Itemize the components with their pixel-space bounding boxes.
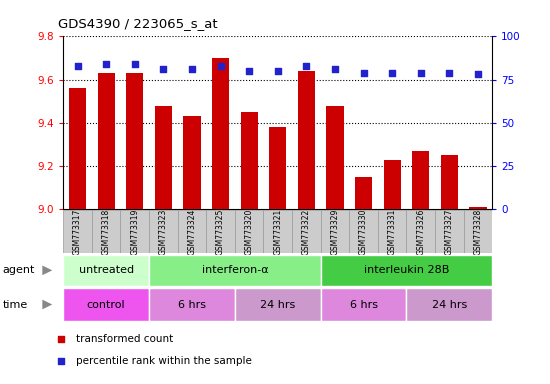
Bar	[183, 116, 201, 209]
Bar	[212, 58, 229, 209]
Bar	[120, 210, 149, 253]
Point	[245, 68, 254, 74]
Point	[159, 66, 168, 73]
Text: GSM773323: GSM773323	[159, 209, 168, 255]
Text: 6 hrs: 6 hrs	[178, 300, 206, 310]
Bar	[441, 155, 458, 209]
Text: interferon-α: interferon-α	[201, 265, 268, 275]
Bar	[178, 210, 206, 253]
Point	[273, 68, 282, 74]
Point	[388, 70, 397, 76]
Text: 6 hrs: 6 hrs	[350, 300, 377, 310]
Text: GSM773330: GSM773330	[359, 209, 368, 255]
Text: GSM773327: GSM773327	[445, 209, 454, 255]
Text: GDS4390 / 223065_s_at: GDS4390 / 223065_s_at	[58, 17, 217, 30]
Bar	[97, 73, 115, 209]
Bar	[263, 210, 292, 253]
Text: GSM773322: GSM773322	[302, 209, 311, 255]
Bar	[235, 210, 263, 253]
Bar	[92, 210, 120, 253]
Point	[331, 66, 339, 73]
Bar	[69, 88, 86, 209]
Bar	[155, 106, 172, 209]
Bar	[321, 288, 406, 321]
Bar	[126, 73, 144, 209]
Bar	[206, 210, 235, 253]
Text: GSM773329: GSM773329	[331, 209, 339, 255]
Bar	[240, 112, 258, 209]
Text: transformed count: transformed count	[76, 334, 174, 344]
Bar	[469, 207, 487, 209]
Bar	[435, 210, 464, 253]
Text: GSM773319: GSM773319	[130, 209, 139, 255]
Point	[445, 70, 454, 76]
Bar	[63, 210, 92, 253]
Bar	[149, 288, 235, 321]
Text: GSM773317: GSM773317	[73, 209, 82, 255]
Text: interleukin 28B: interleukin 28B	[364, 265, 449, 275]
Point	[302, 63, 311, 69]
Text: GSM773321: GSM773321	[273, 209, 282, 255]
Text: 24 hrs: 24 hrs	[432, 300, 467, 310]
Bar	[292, 210, 321, 253]
Point	[130, 61, 139, 67]
Bar	[406, 210, 435, 253]
Point	[102, 61, 111, 67]
Bar	[349, 210, 378, 253]
Point	[188, 66, 196, 73]
Text: GSM773318: GSM773318	[102, 209, 111, 255]
Text: control: control	[87, 300, 125, 310]
Point	[216, 63, 225, 69]
Bar	[326, 106, 344, 209]
Text: time: time	[3, 300, 28, 310]
Bar	[235, 288, 321, 321]
Text: 24 hrs: 24 hrs	[260, 300, 295, 310]
Bar	[383, 160, 401, 209]
Point	[73, 63, 82, 69]
Point	[359, 70, 368, 76]
Text: untreated: untreated	[79, 265, 134, 275]
Point	[474, 71, 482, 78]
Bar	[321, 210, 349, 253]
Point	[416, 70, 425, 76]
Bar	[378, 210, 406, 253]
Point	[57, 358, 65, 364]
Text: GSM773325: GSM773325	[216, 209, 225, 255]
Bar	[321, 255, 492, 286]
Bar	[149, 255, 321, 286]
Bar	[269, 127, 287, 209]
Bar	[406, 288, 492, 321]
Text: GSM773324: GSM773324	[188, 209, 196, 255]
Bar	[298, 71, 315, 209]
Text: GSM773328: GSM773328	[474, 209, 482, 255]
Bar	[464, 210, 492, 253]
Text: GSM773331: GSM773331	[388, 209, 397, 255]
Bar	[63, 255, 149, 286]
Text: GSM773320: GSM773320	[245, 209, 254, 255]
Text: agent: agent	[3, 265, 35, 275]
Bar	[412, 151, 430, 209]
Bar	[355, 177, 372, 209]
Bar	[63, 288, 149, 321]
Point	[57, 336, 65, 343]
Bar	[149, 210, 178, 253]
Text: percentile rank within the sample: percentile rank within the sample	[76, 356, 252, 366]
Text: GSM773326: GSM773326	[416, 209, 425, 255]
